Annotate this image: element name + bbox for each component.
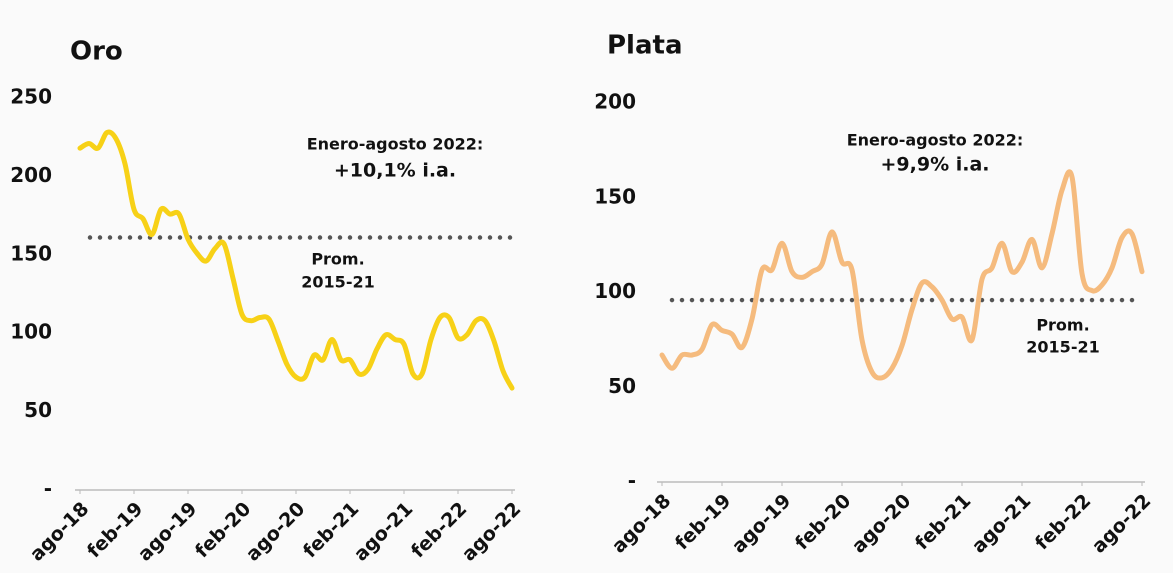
- y-tick-label: 150: [594, 184, 636, 208]
- chart-title: Oro: [70, 37, 123, 67]
- annotation: Enero-agosto 2022:: [847, 131, 1024, 150]
- y-tick-label: -: [44, 477, 52, 501]
- annotation: +9,9% i.a.: [881, 154, 990, 176]
- y-tick-label: 250: [10, 85, 52, 109]
- data-line: [77, 129, 515, 391]
- y-tick-label: 200: [594, 90, 636, 114]
- y-tick-label: 50: [608, 374, 636, 398]
- annotation: 2015-21: [1026, 338, 1099, 357]
- annotation: +10,1% i.a.: [334, 160, 456, 182]
- y-tick-label: 150: [10, 241, 52, 265]
- y-tick-label: 200: [10, 163, 52, 187]
- annotation: Prom.: [1036, 316, 1089, 335]
- annotation: 2015-21: [301, 273, 374, 292]
- data-line: [659, 169, 1145, 381]
- y-tick-label: 50: [24, 398, 52, 422]
- annotation: Enero-agosto 2022:: [307, 135, 484, 154]
- y-tick-label: 100: [594, 279, 636, 303]
- chart-title: Plata: [607, 31, 683, 61]
- y-tick-label: 100: [10, 320, 52, 344]
- annotation: Prom.: [311, 250, 364, 269]
- y-tick-label: -: [628, 469, 636, 493]
